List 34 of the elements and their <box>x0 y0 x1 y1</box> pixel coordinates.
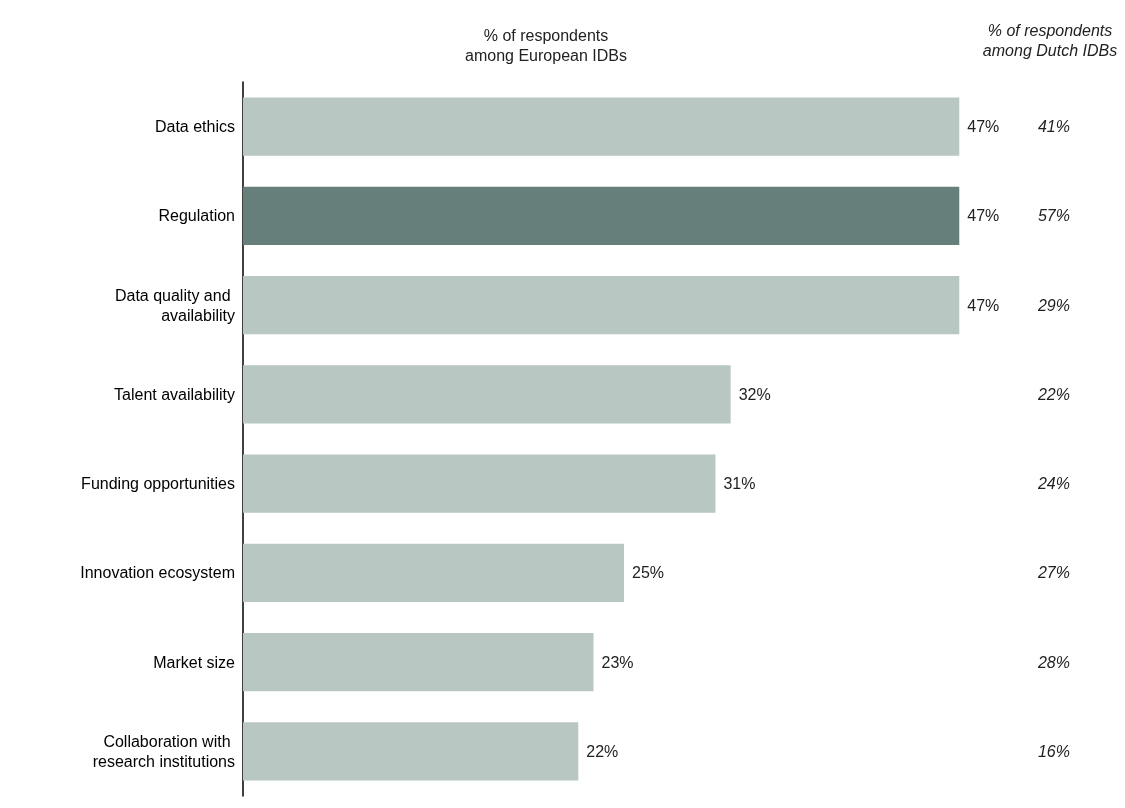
text: 22% <box>1036 385 1070 403</box>
text: % of respondents among Dutch IDBs <box>982 21 1118 59</box>
bar <box>243 186 960 245</box>
text: 24% <box>1036 475 1070 493</box>
bar <box>243 633 594 692</box>
y-tick-label: Data quality and availability <box>114 286 235 324</box>
y-tick-label: Funding opportunities <box>81 475 235 493</box>
bar <box>243 722 579 781</box>
y-tick-label: Talent availability <box>114 385 235 403</box>
bar <box>243 365 731 424</box>
x-axis-title: % of respondents among European IDBs <box>465 26 627 64</box>
y-tick-label: Collaboration with research institutions <box>92 732 235 770</box>
data-label: 32% <box>738 385 771 403</box>
y-tick-label: Regulation <box>158 207 235 225</box>
bar <box>243 276 960 335</box>
y-tick-label: Market size <box>153 653 236 671</box>
text: 41% <box>1037 118 1070 136</box>
data-label: 47% <box>967 296 1000 314</box>
bar <box>243 97 960 156</box>
data-label: 25% <box>632 564 665 582</box>
data-label: 31% <box>723 475 756 493</box>
text: 27% <box>1036 564 1070 582</box>
data-label: 47% <box>967 118 1000 136</box>
y-tick-label: Innovation ecosystem <box>80 564 235 582</box>
bar <box>243 454 716 513</box>
data-label: 23% <box>601 653 634 671</box>
text: 29% <box>1036 296 1070 314</box>
data-label: 22% <box>586 742 619 760</box>
text: 57% <box>1037 207 1070 225</box>
bar <box>243 543 624 602</box>
text: 28% <box>1036 653 1070 671</box>
text: 16% <box>1037 742 1070 760</box>
data-label: 47% <box>967 207 1000 225</box>
y-tick-label: Data ethics <box>154 118 235 136</box>
